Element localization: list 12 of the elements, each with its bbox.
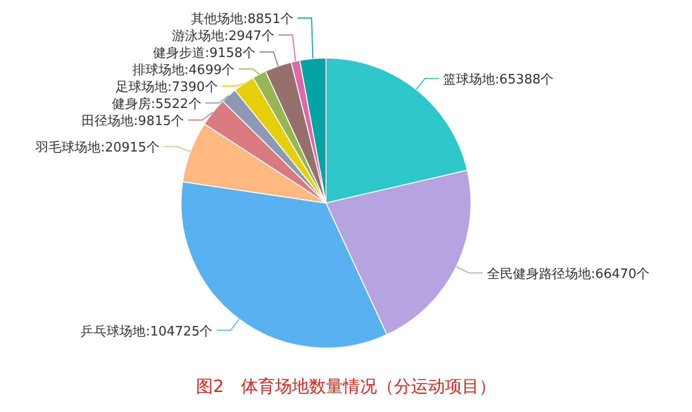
slice-label: 乒乓球场地:104725个 bbox=[80, 324, 213, 340]
slice-label: 全民健身路径场地:66470个 bbox=[486, 266, 650, 282]
slice-label: 篮球场地:65388个 bbox=[442, 72, 554, 88]
slice-label: 排球场地:4699个 bbox=[132, 63, 235, 78]
slice-label: 健身步道:9158个 bbox=[153, 46, 256, 61]
slice-label: 游泳场地:2947个 bbox=[172, 28, 275, 44]
slice-label: 其他场地:8851个 bbox=[191, 12, 294, 27]
slice-label: 足球场地:7390个 bbox=[115, 80, 218, 95]
slice-label: 田径场地:9815个 bbox=[82, 114, 184, 129]
slice-label: 健身房:5522个 bbox=[112, 96, 202, 112]
text: 图2 体育场地数量情况（分运动项目） bbox=[196, 377, 496, 397]
slice-label: 羽毛球场地:20915个 bbox=[34, 140, 160, 156]
